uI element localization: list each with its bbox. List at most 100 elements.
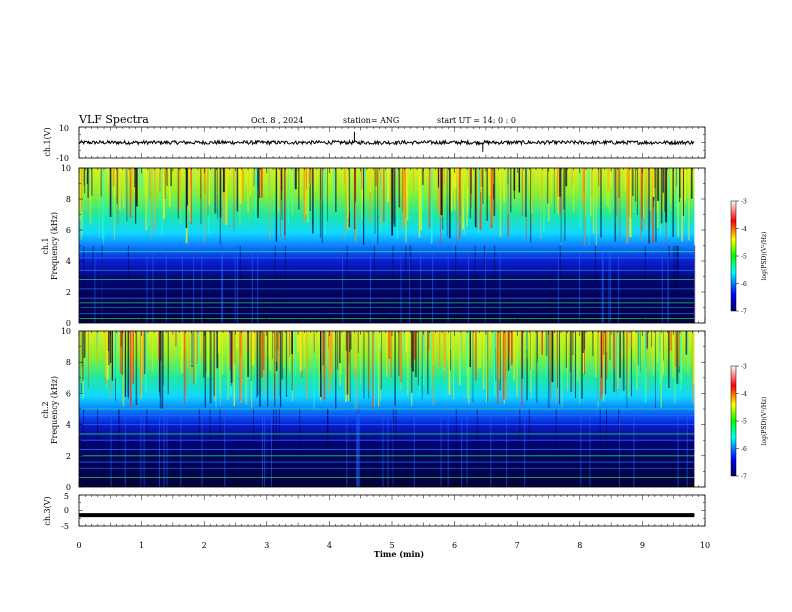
spec2-streak — [320, 331, 321, 373]
spec1-streak — [391, 168, 394, 236]
spec1-streak — [450, 168, 453, 211]
spec1-streak — [377, 168, 379, 245]
spec1-streak — [151, 168, 153, 239]
spec2-streak — [526, 331, 528, 401]
time-axis-tick-label: 4 — [327, 541, 332, 550]
spec1-streak — [208, 168, 210, 205]
spec2-streak — [508, 331, 510, 355]
spec2-streak — [499, 331, 501, 391]
spec2-streak — [345, 331, 348, 351]
spec1-streak — [453, 168, 455, 189]
spec1-streak — [257, 168, 259, 218]
spec1-streak — [149, 168, 151, 201]
spec2-streak — [220, 331, 221, 406]
spec1-streak — [361, 168, 363, 190]
spec2-streak — [328, 331, 331, 393]
spec1-colorbar-tick-label: -3 — [741, 199, 747, 206]
spec2-streak — [398, 331, 400, 377]
spec2-streak — [584, 331, 585, 375]
spec2-streak — [545, 331, 548, 380]
spec2-streak — [96, 331, 98, 365]
spec1-streak — [551, 168, 552, 204]
spec2-streak — [644, 331, 647, 403]
spec2-streak — [199, 331, 201, 353]
spec2-streak — [468, 331, 470, 404]
spec1-streak — [510, 168, 512, 213]
spec1-streak — [676, 168, 679, 209]
spec2-streak — [594, 331, 595, 351]
ch3-ylabel: ch.3(V) — [43, 496, 52, 525]
spec2-streak — [615, 331, 617, 395]
spec1-streak — [369, 168, 372, 193]
spec2-streak — [263, 331, 265, 396]
spec2-streak — [191, 331, 193, 366]
spec2-colorbar-tick-label: -6 — [741, 446, 747, 453]
spec1-streak — [467, 168, 469, 189]
time-axis-tick-label: 8 — [577, 541, 582, 550]
spec1-streak — [369, 168, 372, 223]
spec1-streak — [164, 168, 166, 199]
spec2-streak — [80, 331, 82, 383]
spec2-streak — [232, 331, 234, 363]
spec1-streak — [632, 168, 634, 197]
spec1-streak — [559, 168, 561, 197]
spec1-streak — [233, 168, 235, 232]
spec1-streak — [684, 168, 686, 199]
spec2-streak — [626, 331, 628, 389]
spec1-streak — [405, 245, 407, 323]
spec1-streak — [321, 168, 324, 243]
spec2-ytick-label: 6 — [66, 389, 71, 398]
spec2-streak — [659, 331, 661, 386]
spec2-streak — [268, 331, 270, 358]
spec1-streak — [463, 168, 465, 235]
spec2-streak — [160, 331, 162, 361]
ch1-spec-ytick-labels: 0 2 4 6 8 10 — [61, 164, 71, 328]
spec1-streak — [479, 168, 482, 230]
spec1-streak — [440, 168, 443, 216]
spec1-streak — [662, 168, 664, 193]
spec1-streak — [112, 168, 115, 187]
spec2-streak — [678, 331, 680, 352]
spec2-streak — [516, 331, 518, 397]
spec1-streak — [362, 168, 364, 204]
spec2-streak — [279, 331, 281, 354]
date-label: Oct. 8 , 2024 — [251, 116, 303, 125]
spec2-streak — [461, 331, 463, 354]
spec1-streak — [618, 245, 620, 323]
spec2-streak — [575, 331, 576, 399]
spec1-streak — [636, 168, 638, 216]
spec2-streak — [146, 409, 148, 487]
spec1-streak — [571, 168, 574, 186]
spec1-streak — [579, 245, 580, 323]
spec1-streak — [245, 168, 247, 186]
spec2-streak — [627, 331, 630, 350]
spec1-streak — [618, 168, 620, 199]
spec1-streak — [255, 168, 258, 196]
spec1-streak — [361, 168, 363, 220]
spec1-streak — [353, 168, 355, 236]
spec1-streak — [148, 168, 150, 227]
spec2-streak — [674, 331, 677, 367]
ch1-ytick-top: 10 — [59, 124, 69, 133]
spec1-streak — [590, 168, 592, 217]
spec1-colorbar-tick-label: -7 — [741, 309, 747, 316]
spec1-streak — [636, 168, 638, 202]
spec2-streak — [459, 331, 461, 385]
spec2-streak — [299, 409, 301, 487]
spec2-streak — [685, 331, 688, 355]
spec2-streak — [293, 331, 295, 358]
spec1-streak — [479, 168, 481, 210]
spec1-colorbar-tick-label: -4 — [741, 226, 747, 233]
spec1-streak — [547, 168, 549, 204]
spec2-streak — [340, 331, 342, 375]
spec1-streak — [222, 245, 224, 323]
spec1-streak — [421, 168, 424, 213]
spec2-streak — [526, 331, 528, 351]
ch3-ytick-bottom: -5 — [61, 522, 69, 531]
time-axis-tick-label: 9 — [640, 541, 645, 550]
spec1-streak — [513, 168, 515, 199]
spec2-streak — [541, 331, 543, 355]
spec2-streak — [105, 331, 107, 378]
spec1-streak — [127, 245, 129, 323]
spec2-streak — [387, 331, 389, 374]
